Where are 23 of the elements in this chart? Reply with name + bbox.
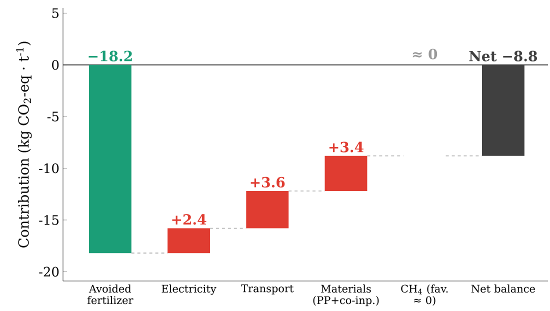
data-label: +3.6 bbox=[250, 176, 285, 188]
y-axis-title: Contribution (kg CO$_{2}$-eq · t$^{-1}$) bbox=[16, 42, 32, 248]
data-label: +3.4 bbox=[329, 142, 364, 152]
x-tick-label: CH$_{4}$ (fav. ≈ 0) bbox=[401, 284, 448, 306]
x-tick-label: Electricity bbox=[162, 284, 216, 295]
annotation: ≈ 0 bbox=[412, 48, 438, 60]
y-tick-label: -20 bbox=[39, 266, 59, 277]
data-label: −18.2 bbox=[88, 50, 132, 62]
bar bbox=[168, 228, 210, 254]
bar bbox=[88, 64, 132, 254]
y-tick-label: -5 bbox=[47, 112, 58, 122]
y-tick-label: -15 bbox=[39, 215, 58, 225]
x-tick-label: Materials (PP+co-inp.) bbox=[313, 284, 379, 306]
bar bbox=[324, 156, 368, 192]
x-tick-label: Net balance bbox=[471, 284, 535, 293]
y-tick-label: 0 bbox=[52, 60, 59, 70]
y-tick-label: 5 bbox=[52, 8, 58, 18]
bar bbox=[246, 191, 289, 228]
data-label: Net −8.8 bbox=[469, 50, 538, 62]
data-label: +2.4 bbox=[172, 214, 206, 225]
x-tick-label: Transport bbox=[241, 284, 294, 294]
x-tick-label: Avoided fertilizer bbox=[87, 284, 134, 304]
y-tick-label: -10 bbox=[39, 163, 59, 174]
